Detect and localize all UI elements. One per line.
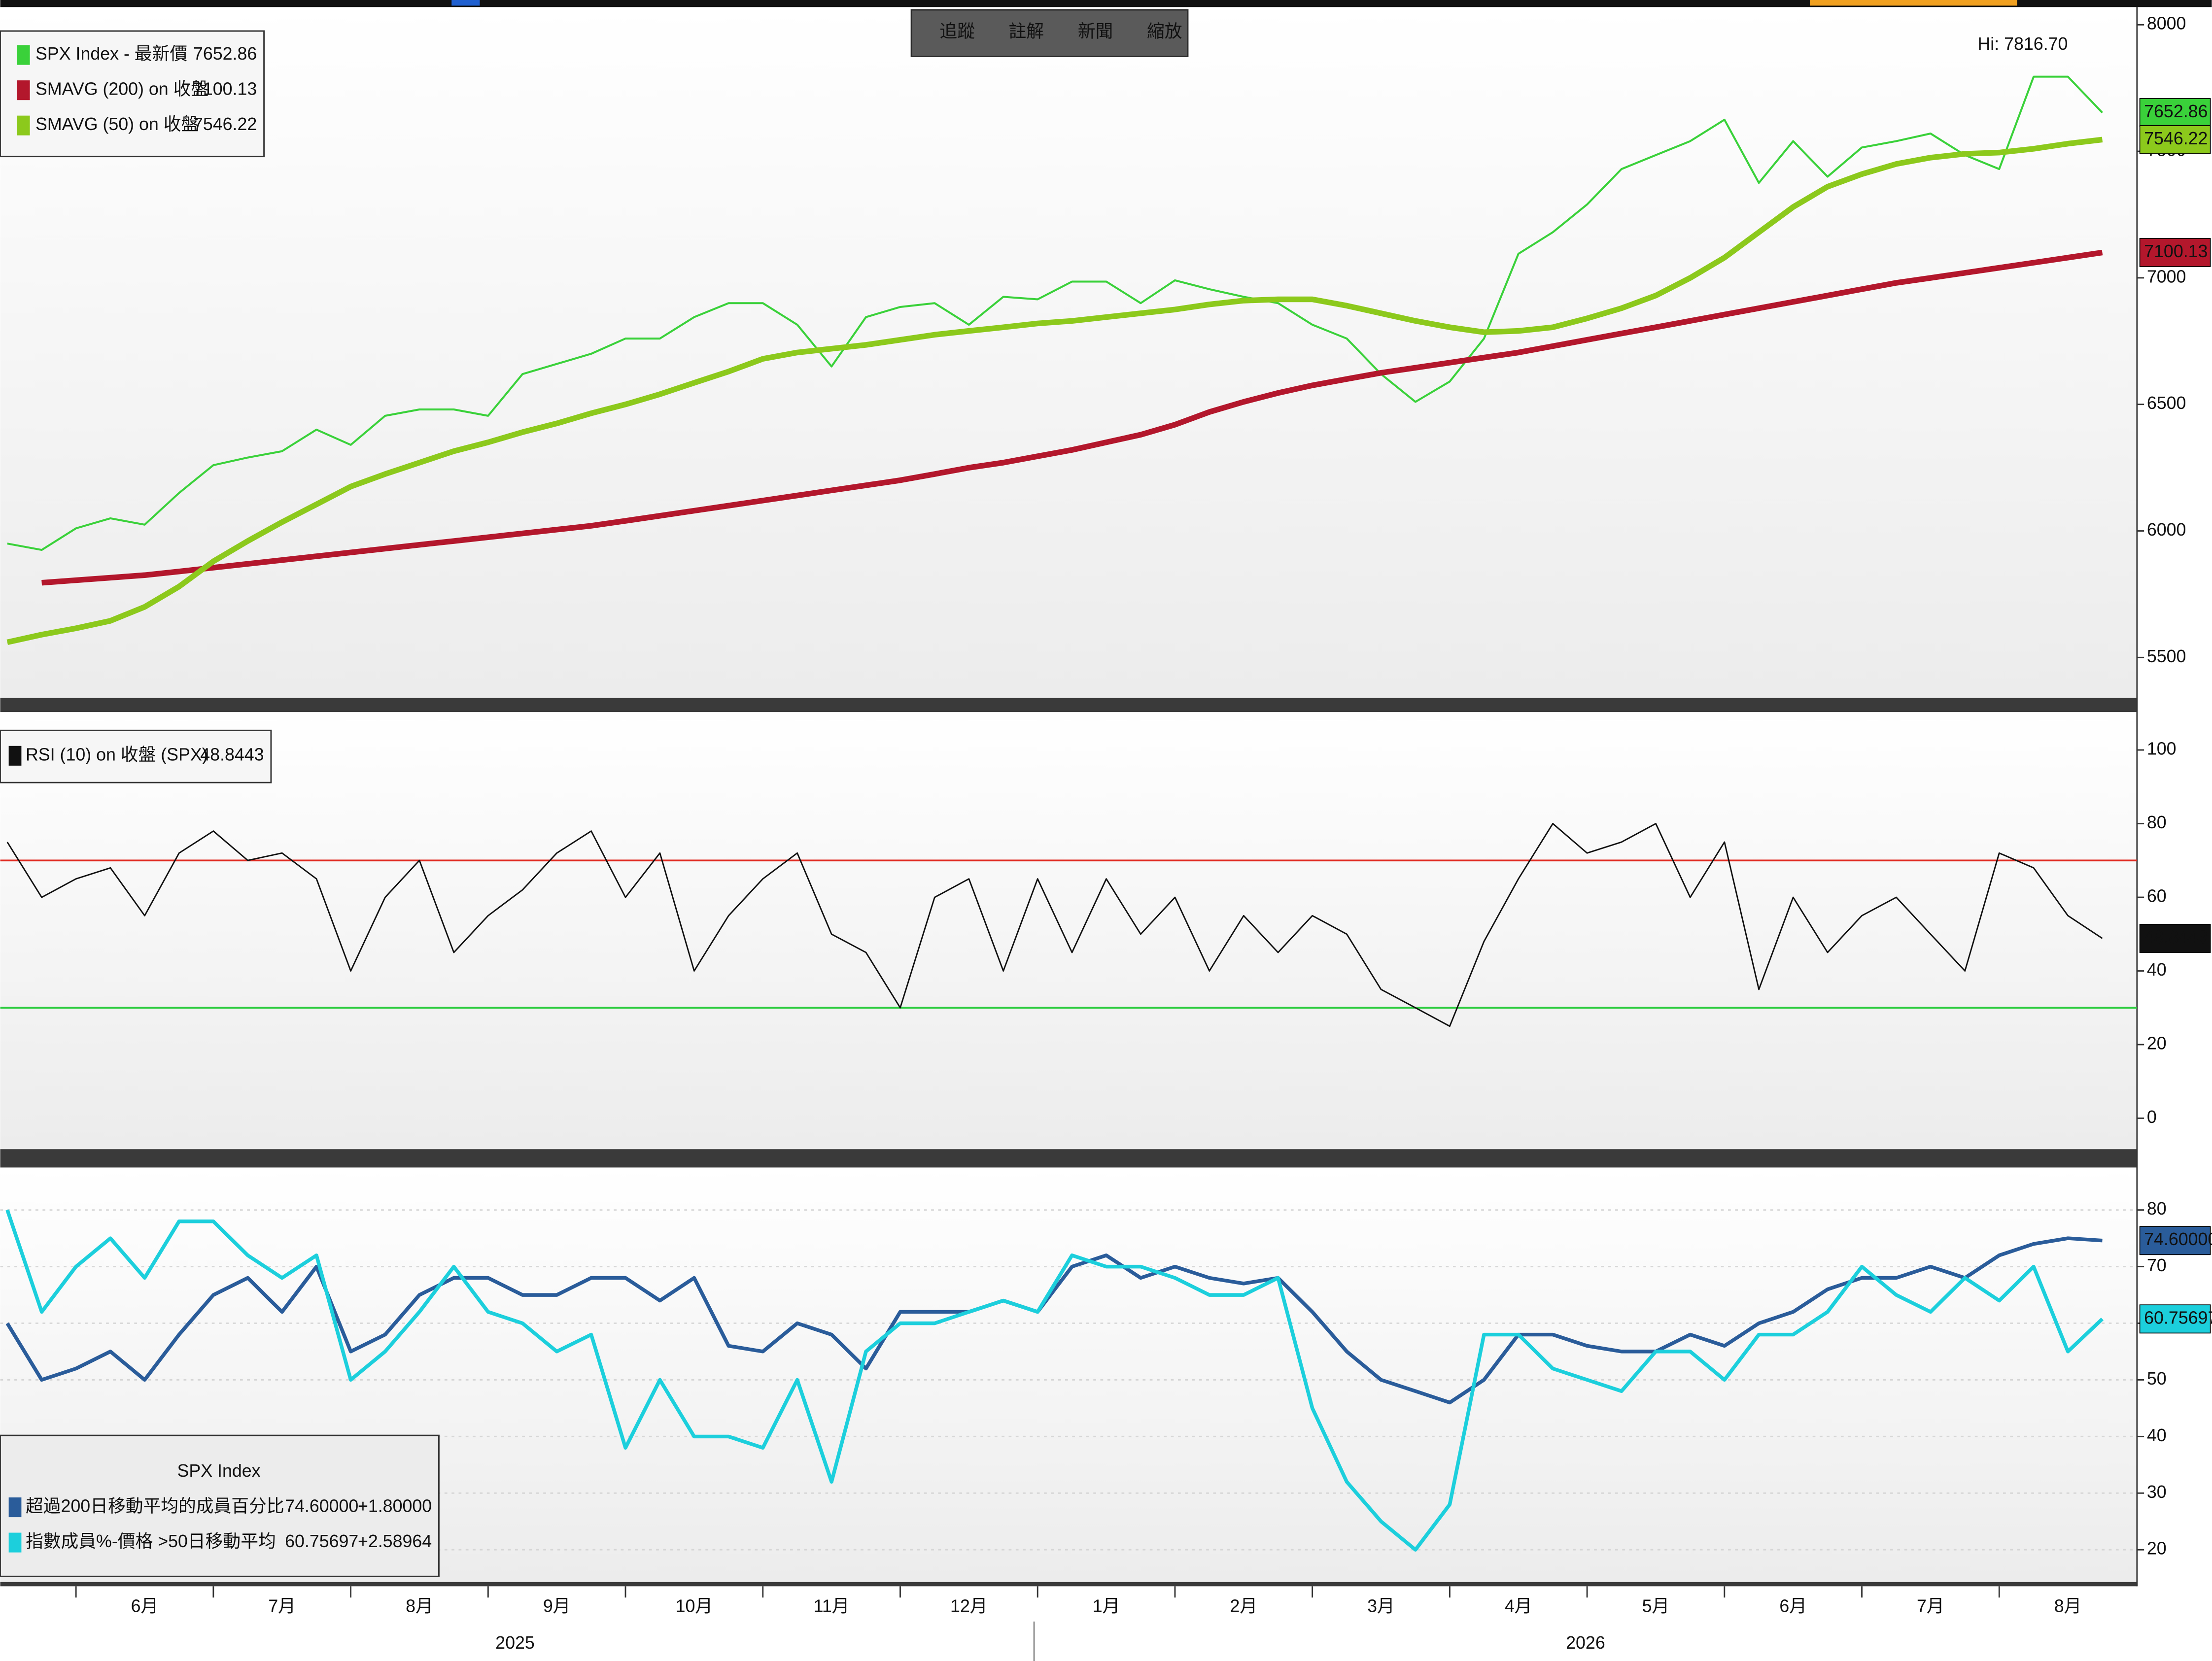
year-label: 2026	[1566, 1633, 1605, 1653]
x-tick-label: 8月	[2054, 1596, 2082, 1616]
toolbar-button[interactable]: 新聞	[1078, 21, 1113, 41]
legend-value: 60.75697	[285, 1531, 358, 1551]
legend-box	[0, 1434, 440, 1577]
y-tick-label: 8000	[2147, 14, 2186, 34]
legend-label: SMAVG (50) on 收盤	[35, 114, 199, 134]
badge-label: 7546.22	[2144, 129, 2208, 148]
x-tick-label: 6月	[131, 1596, 159, 1616]
legend-swatch	[17, 115, 30, 136]
series-line	[6, 136, 2103, 645]
badge-label: 7100.13	[2144, 241, 2208, 261]
y-tick-label: 70	[2147, 1255, 2167, 1275]
panel-divider	[0, 1149, 2137, 1168]
y-tick-label: 6500	[2147, 393, 2186, 413]
legend-value: 48.8443	[200, 745, 264, 764]
x-tick-label: 3月	[1367, 1596, 1395, 1616]
top-strip-accent	[451, 0, 480, 6]
badge-box	[2139, 923, 2211, 953]
end-value-badge: 48.8443	[2139, 923, 2211, 953]
y-tick-label: 60	[2147, 886, 2167, 906]
y-tick-label: 40	[2147, 960, 2167, 980]
badge-box	[2139, 237, 2211, 267]
toolbar: 追蹤 註解 新聞 縮放	[910, 9, 1189, 57]
badge-box	[2139, 98, 2211, 128]
year-label: 2025	[495, 1633, 535, 1653]
legend-value: 7652.86	[193, 44, 257, 64]
end-value-badge: 60.75697	[2139, 1304, 2212, 1334]
series-line	[7, 75, 2103, 551]
legend-change: +2.58964	[358, 1531, 432, 1551]
legend-swatch	[8, 1497, 22, 1518]
legend-label: SPX Index - 最新價	[35, 44, 187, 64]
panel-divider	[0, 698, 2137, 712]
end-value-badge: 74.60000	[2139, 1226, 2212, 1255]
badge-box	[2139, 1226, 2211, 1255]
legend-swatch	[17, 80, 30, 101]
badge-box	[2139, 1304, 2211, 1334]
x-tick-label: 9月	[543, 1596, 571, 1616]
end-value-badge: 7546.22	[2139, 125, 2211, 154]
legend-value: 74.60000	[285, 1496, 358, 1516]
y-tick-label: 80	[2147, 1199, 2167, 1219]
series-line	[41, 249, 2103, 586]
badge-label: 48.8443	[2144, 927, 2208, 947]
badge-box	[2139, 125, 2211, 154]
y-tick-label: 20	[2147, 1539, 2167, 1559]
y-tick-label: 30	[2147, 1482, 2167, 1502]
x-tick-label: 8月	[406, 1596, 433, 1616]
toolbar-button[interactable]: 註解	[1009, 21, 1044, 41]
toolbar-box	[910, 9, 1189, 57]
legend-change: +1.80000	[358, 1496, 432, 1516]
price-panel	[0, 7, 2137, 698]
axis-divider	[0, 1582, 2137, 1587]
legend-value: 7546.22	[193, 114, 257, 134]
y-tick-label: 80	[2147, 813, 2167, 832]
x-tick-label: 12月	[950, 1596, 988, 1616]
x-tick-label: 2月	[1230, 1596, 1257, 1616]
legend-box	[0, 729, 272, 783]
y-tick-label: 100	[2147, 739, 2177, 759]
series-line	[5, 1209, 2104, 1552]
annotation: Hi: 7816.70	[1977, 34, 2068, 54]
legend-value: 7100.13	[193, 79, 257, 99]
y-tick-label: 7000	[2147, 267, 2186, 286]
y-tick-label: 20	[2147, 1033, 2167, 1053]
y-tick-label: 0	[2147, 1107, 2157, 1127]
legend-label: 超過200日移動平均的成員百分比	[26, 1496, 284, 1516]
top-strip-accent	[1809, 0, 2017, 6]
legend-label: SMAVG (200) on 收盤	[35, 79, 208, 99]
top-strip	[0, 0, 2212, 7]
legend-swatch	[8, 1532, 22, 1553]
legend-swatch	[8, 746, 22, 766]
badge-label: 7652.86	[2144, 102, 2208, 121]
end-value-badge: 7652.86	[2139, 98, 2211, 128]
x-tick-label: 7月	[1917, 1596, 1944, 1616]
y-tick-label: 6000	[2147, 520, 2186, 540]
toolbar-button[interactable]: 縮放	[1147, 21, 1182, 41]
legend-title: SPX Index	[177, 1461, 261, 1481]
rsi-panel	[0, 712, 2137, 1150]
y-tick-label: 50	[2147, 1369, 2167, 1389]
legend-swatch	[17, 45, 30, 65]
end-value-badge: 7100.13	[2139, 237, 2211, 267]
x-tick-label: 7月	[268, 1596, 296, 1616]
x-tick-label: 6月	[1779, 1596, 1807, 1616]
badge-label: 60.75697	[2144, 1308, 2212, 1327]
x-tick-label: 11月	[814, 1596, 850, 1616]
toolbar-button[interactable]: 追蹤	[939, 21, 975, 41]
x-tick-label: 10月	[676, 1596, 713, 1616]
series-line	[6, 823, 2103, 1027]
x-tick-label: 5月	[1642, 1596, 1670, 1616]
legend-box	[0, 30, 265, 158]
badge-label: 74.60000	[2144, 1229, 2212, 1249]
legend-label: RSI (10) on 收盤 (SPX)	[26, 745, 208, 764]
y-tick-label: 5500	[2147, 646, 2186, 666]
x-tick-label: 1月	[1093, 1596, 1120, 1616]
y-tick-label: 40	[2147, 1425, 2167, 1445]
series-line	[5, 1236, 2103, 1405]
x-tick-label: 4月	[1505, 1596, 1532, 1616]
legend-label: 指數成員%-價格 >50日移動平均	[26, 1531, 276, 1551]
